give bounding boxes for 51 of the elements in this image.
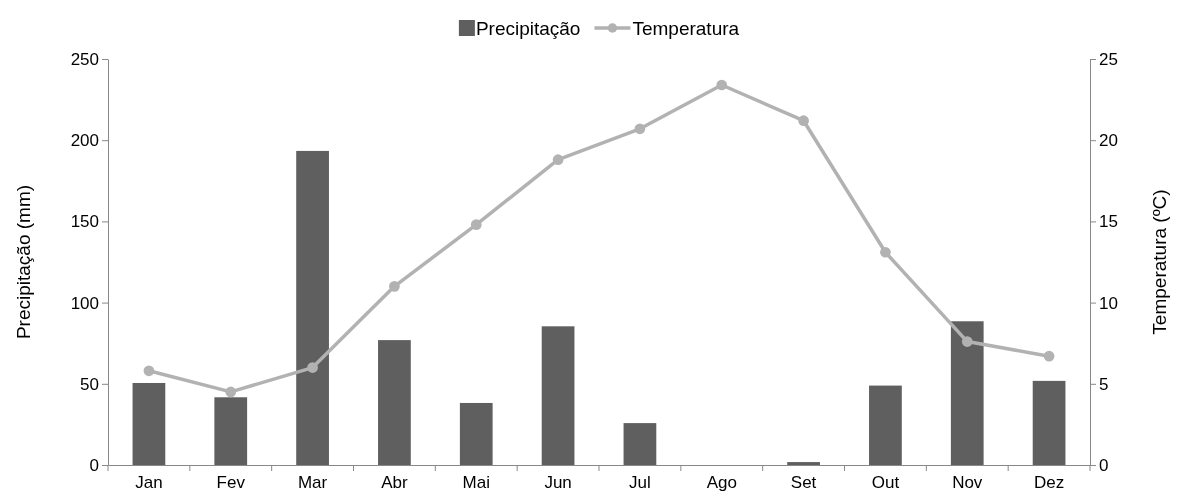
legend-label: Temperatura bbox=[632, 17, 740, 39]
y2-tick-label: 0 bbox=[1099, 455, 1109, 475]
y-tick-label: 100 bbox=[70, 293, 99, 313]
point bbox=[798, 115, 809, 127]
legend-label: Precipitação bbox=[475, 17, 581, 39]
point bbox=[634, 123, 646, 135]
x-tick-label: Mar bbox=[297, 473, 328, 493]
point bbox=[716, 79, 728, 91]
point bbox=[143, 365, 155, 377]
bar bbox=[296, 150, 329, 465]
bar bbox=[623, 423, 657, 465]
y-tick-label: 250 bbox=[70, 49, 99, 69]
x-tick-label: Ago bbox=[706, 473, 737, 493]
point bbox=[307, 362, 318, 373]
y-tick-label: 0 bbox=[89, 455, 99, 475]
y2-tick-label: 15 bbox=[1099, 212, 1118, 232]
bar bbox=[378, 340, 411, 465]
bar bbox=[787, 462, 820, 465]
x-tick-label: Mai bbox=[462, 473, 490, 493]
y2-tick-label: 10 bbox=[1099, 293, 1118, 313]
bar bbox=[869, 385, 902, 465]
y-tick-label: 200 bbox=[70, 131, 99, 151]
point bbox=[225, 386, 237, 398]
point bbox=[880, 246, 891, 258]
y2-tick-label: 5 bbox=[1099, 374, 1109, 394]
y-tick-label: 150 bbox=[70, 212, 99, 232]
point bbox=[961, 336, 973, 347]
bar bbox=[459, 402, 493, 465]
bar bbox=[214, 397, 248, 465]
point bbox=[1043, 350, 1055, 362]
x-tick-label: Jan bbox=[135, 473, 163, 493]
bar bbox=[1032, 380, 1066, 465]
x-tick-label: Set bbox=[790, 473, 817, 493]
y2-tick-label: 20 bbox=[1099, 131, 1118, 151]
x-tick-label: Jul bbox=[629, 473, 651, 493]
x-tick-label: Nov bbox=[952, 473, 983, 493]
point bbox=[389, 281, 400, 292]
x-tick-label: Fev bbox=[216, 473, 246, 493]
x-tick-label: Jun bbox=[544, 473, 572, 493]
point bbox=[552, 154, 564, 166]
x-tick-label: Abr bbox=[381, 473, 408, 493]
bar bbox=[541, 326, 575, 465]
y-axis-title: Precipitação (mm) bbox=[13, 184, 34, 340]
x-tick-label: Out bbox=[871, 473, 900, 493]
x-tick-label: Dez bbox=[1033, 473, 1065, 493]
point bbox=[470, 219, 482, 230]
bar bbox=[132, 382, 166, 465]
y-tick-label: 50 bbox=[80, 374, 99, 394]
bar bbox=[950, 321, 984, 465]
y2-axis-title: Temperatura (ºC) bbox=[1149, 189, 1170, 335]
y2-tick-label: 25 bbox=[1099, 49, 1118, 69]
